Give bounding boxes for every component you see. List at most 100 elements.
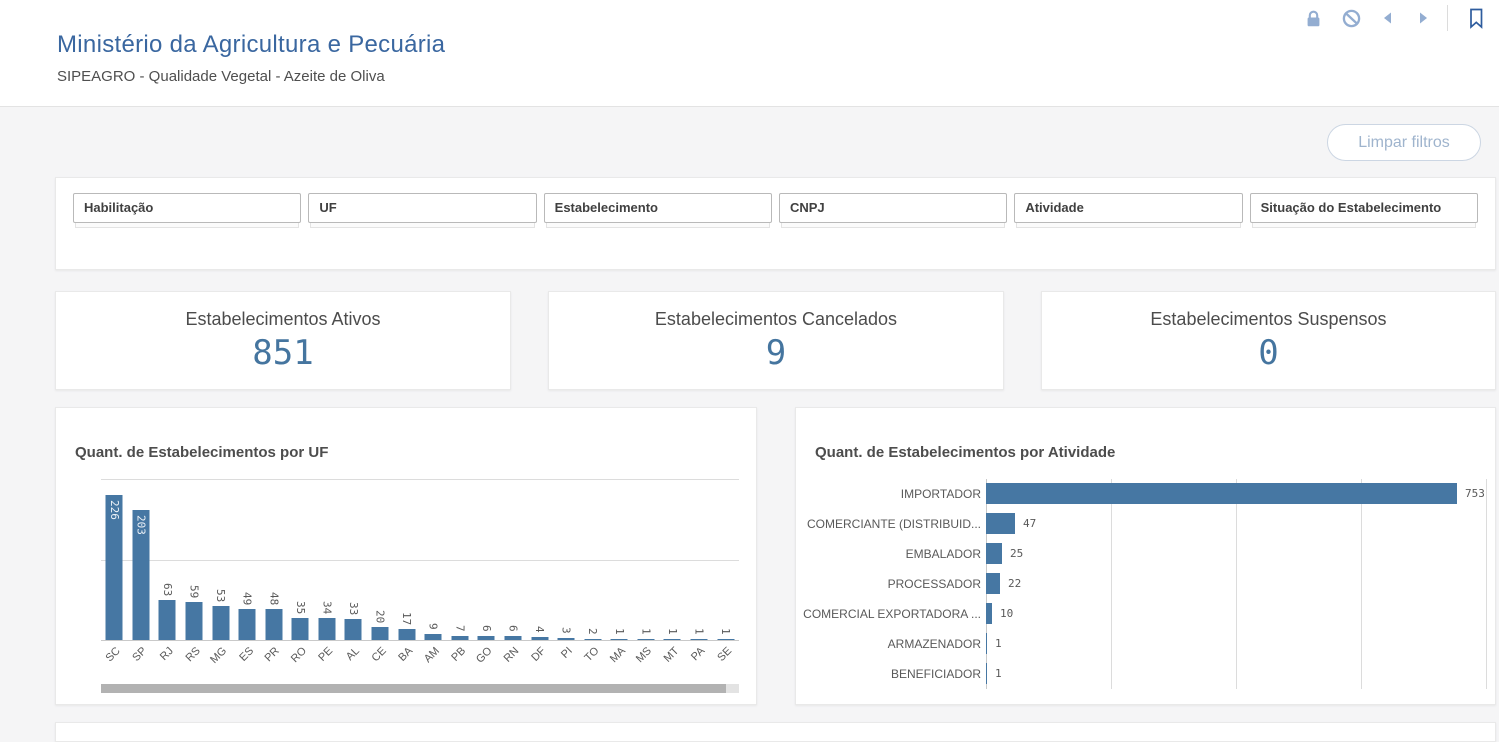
bar-value-label: 20 (373, 609, 387, 623)
filter-dropdown-edge (1016, 223, 1241, 228)
bar-MG[interactable] (212, 606, 230, 640)
bar-slot-DF: 4 (526, 480, 553, 640)
bar-value-label: 25 (1010, 547, 1024, 560)
bar-TO[interactable] (584, 639, 602, 640)
clear-selections-icon[interactable] (1342, 9, 1361, 28)
clear-filters-button[interactable]: Limpar filtros (1327, 124, 1481, 161)
bar-comercial-exportadora-[interactable] (986, 603, 992, 624)
x-axis-label-DF: DF (529, 645, 549, 664)
x-axis-slot: SC (101, 642, 128, 678)
bar-DF[interactable] (531, 637, 549, 640)
bar-GO[interactable] (477, 636, 495, 640)
bar-value-label: 9 (426, 623, 440, 630)
bar-slot-RJ: 63 (154, 480, 181, 640)
x-axis-label-AL: AL (343, 645, 362, 664)
bar-track: 47 (986, 509, 1491, 539)
bar-comerciante-distribuid-[interactable] (986, 513, 1015, 534)
bar-PR[interactable] (265, 609, 283, 640)
filter-label: Habilitação (73, 193, 302, 223)
kpi-value: 851 (252, 333, 314, 373)
bar-RO[interactable] (291, 618, 309, 640)
x-axis-label-SE: SE (715, 645, 735, 664)
filter-estabelecimento[interactable]: Estabelecimento (543, 193, 772, 228)
bar-slot-AM: 9 (420, 480, 447, 640)
x-axis-label-MS: MS (634, 645, 655, 666)
bar-slot-RO: 35 (287, 480, 314, 640)
x-axis-slot: TO (579, 642, 606, 678)
chart-scrollbar[interactable] (101, 684, 739, 693)
uf-plot-area: 226 203 63 59 53 49 48 35 34 33 20 17 9 7 6 6 4 3 2 1 1 1 1 1 (101, 479, 739, 641)
atividade-rows: IMPORTADOR 753 COMERCIANTE (DISTRIBUID... 4… (796, 479, 1491, 689)
bar-PE[interactable] (318, 618, 336, 640)
scrollbar-thumb[interactable] (101, 684, 726, 693)
gridline-800 (1486, 479, 1487, 689)
filter-label: Estabelecimento (543, 193, 772, 223)
filter-situacao-estabelecimento[interactable]: Situação do Estabelecimento (1249, 193, 1478, 228)
bar-slot-GO: 6 (473, 480, 500, 640)
bar-SC[interactable] (105, 495, 123, 640)
x-axis-slot: AM (420, 642, 447, 678)
y-axis-label: ARMAZENADOR (887, 637, 981, 651)
bar-AL[interactable] (344, 619, 362, 640)
filter-uf[interactable]: UF (308, 193, 537, 228)
filter-dropdown-edge (75, 223, 300, 228)
x-axis-label-RS: RS (183, 645, 203, 665)
bar-SE[interactable] (717, 639, 735, 640)
bar-SP[interactable] (132, 510, 150, 640)
bar-value-label: 49 (240, 591, 254, 605)
kpi-estabelecimentos-suspensos: Estabelecimentos Suspensos 0 (1041, 291, 1496, 390)
filter-habilitacao[interactable]: Habilitação (73, 193, 302, 228)
bar-importador[interactable] (986, 483, 1457, 504)
x-axis-label-RJ: RJ (157, 645, 176, 663)
x-axis-label-TO: TO (582, 645, 602, 665)
bar-PA[interactable] (690, 639, 708, 640)
filter-label: Atividade (1014, 193, 1243, 223)
chart-title: Quant. de Estabelecimentos por UF (75, 444, 329, 461)
gridline-200 (1111, 479, 1112, 689)
bar-AM[interactable] (424, 634, 442, 640)
bar-RN[interactable] (504, 636, 522, 640)
bar-beneficiador[interactable] (986, 663, 987, 684)
bar-slot-MA: 1 (606, 480, 633, 640)
bar-value-label: 47 (1023, 517, 1037, 530)
chart-row: EMBALADOR 25 (796, 539, 1491, 569)
bar-value-label: 1 (692, 628, 706, 635)
filter-cnpj[interactable]: CNPJ (778, 193, 1008, 228)
bar-BA[interactable] (398, 629, 416, 640)
bar-RJ[interactable] (158, 600, 176, 640)
bookmark-icon[interactable] (1467, 8, 1485, 29)
bar-PI[interactable] (557, 638, 575, 640)
step-forward-icon[interactable] (1415, 10, 1431, 26)
bar-slot-PE: 34 (314, 480, 341, 640)
y-axis-label: COMERCIAL EXPORTADORA ... (803, 607, 981, 621)
x-axis-slot: ES (234, 642, 261, 678)
bar-ES[interactable] (238, 609, 256, 640)
bar-RS[interactable] (185, 602, 203, 640)
chart-estabelecimentos-por-atividade: Quant. de Estabelecimentos por Atividade… (795, 407, 1496, 705)
x-axis-label-RO: RO (288, 645, 309, 666)
filter-atividade[interactable]: Atividade (1014, 193, 1243, 228)
bar-processador[interactable] (986, 573, 1000, 594)
bar-MT[interactable] (663, 639, 681, 640)
bar-value-label: 2 (586, 628, 600, 635)
lock-icon[interactable] (1304, 9, 1323, 28)
bar-value-label: 33 (346, 601, 360, 615)
y-axis-label: COMERCIANTE (DISTRIBUID... (806, 517, 981, 531)
bar-PB[interactable] (451, 636, 469, 640)
x-axis-label-PA: PA (689, 645, 708, 664)
chart-estabelecimentos-por-uf: Quant. de Estabelecimentos por UF 226 203… (55, 407, 757, 705)
x-axis-label-PR: PR (262, 645, 283, 665)
filter-label: CNPJ (778, 193, 1008, 223)
bar-value-label: 17 (400, 611, 414, 625)
filter-dropdown-edge (310, 223, 535, 228)
filter-label: Situação do Estabelecimento (1249, 193, 1478, 223)
bar-embalador[interactable] (986, 543, 1002, 564)
bar-MS[interactable] (637, 639, 655, 640)
x-axis-slot: RN (500, 642, 527, 678)
chart-row: ARMAZENADOR 1 (796, 629, 1491, 659)
kpi-label: Estabelecimentos Suspensos (1150, 309, 1387, 329)
bar-armazenador[interactable] (986, 633, 987, 654)
bar-CE[interactable] (371, 627, 389, 640)
bar-MA[interactable] (610, 639, 628, 640)
step-back-icon[interactable] (1380, 10, 1396, 26)
